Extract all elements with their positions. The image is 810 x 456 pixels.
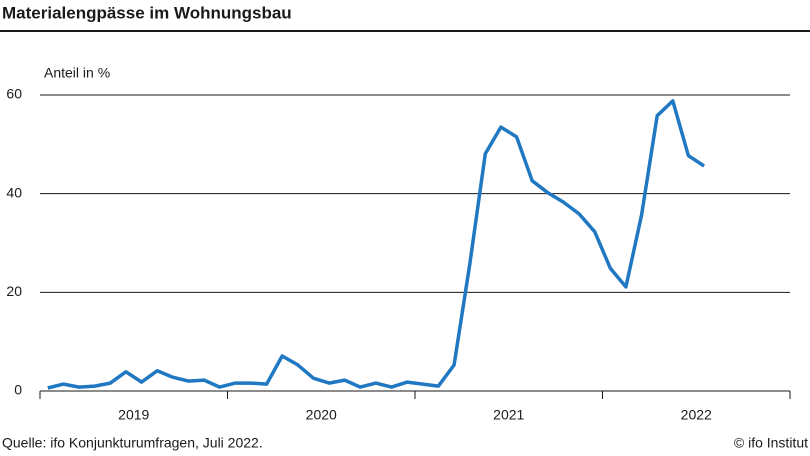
y-axis-label: Anteil in % xyxy=(44,65,110,81)
credit: © ifo Institut xyxy=(734,435,808,451)
x-tick-label: 2022 xyxy=(681,407,712,423)
x-tick-label: 2019 xyxy=(118,407,149,423)
chart-title: Materialengpässe im Wohnungsbau xyxy=(2,3,292,22)
data-line xyxy=(47,99,706,390)
x-tick-label: 2020 xyxy=(306,407,337,423)
x-tick-label: 2021 xyxy=(493,407,524,423)
y-tick-label: 20 xyxy=(6,283,22,299)
y-tick-label: 60 xyxy=(6,86,22,102)
y-tick-label: 40 xyxy=(6,184,22,200)
y-tick-label: 0 xyxy=(14,382,22,398)
source: Quelle: ifo Konjunkturumfragen, Juli 202… xyxy=(2,435,263,451)
